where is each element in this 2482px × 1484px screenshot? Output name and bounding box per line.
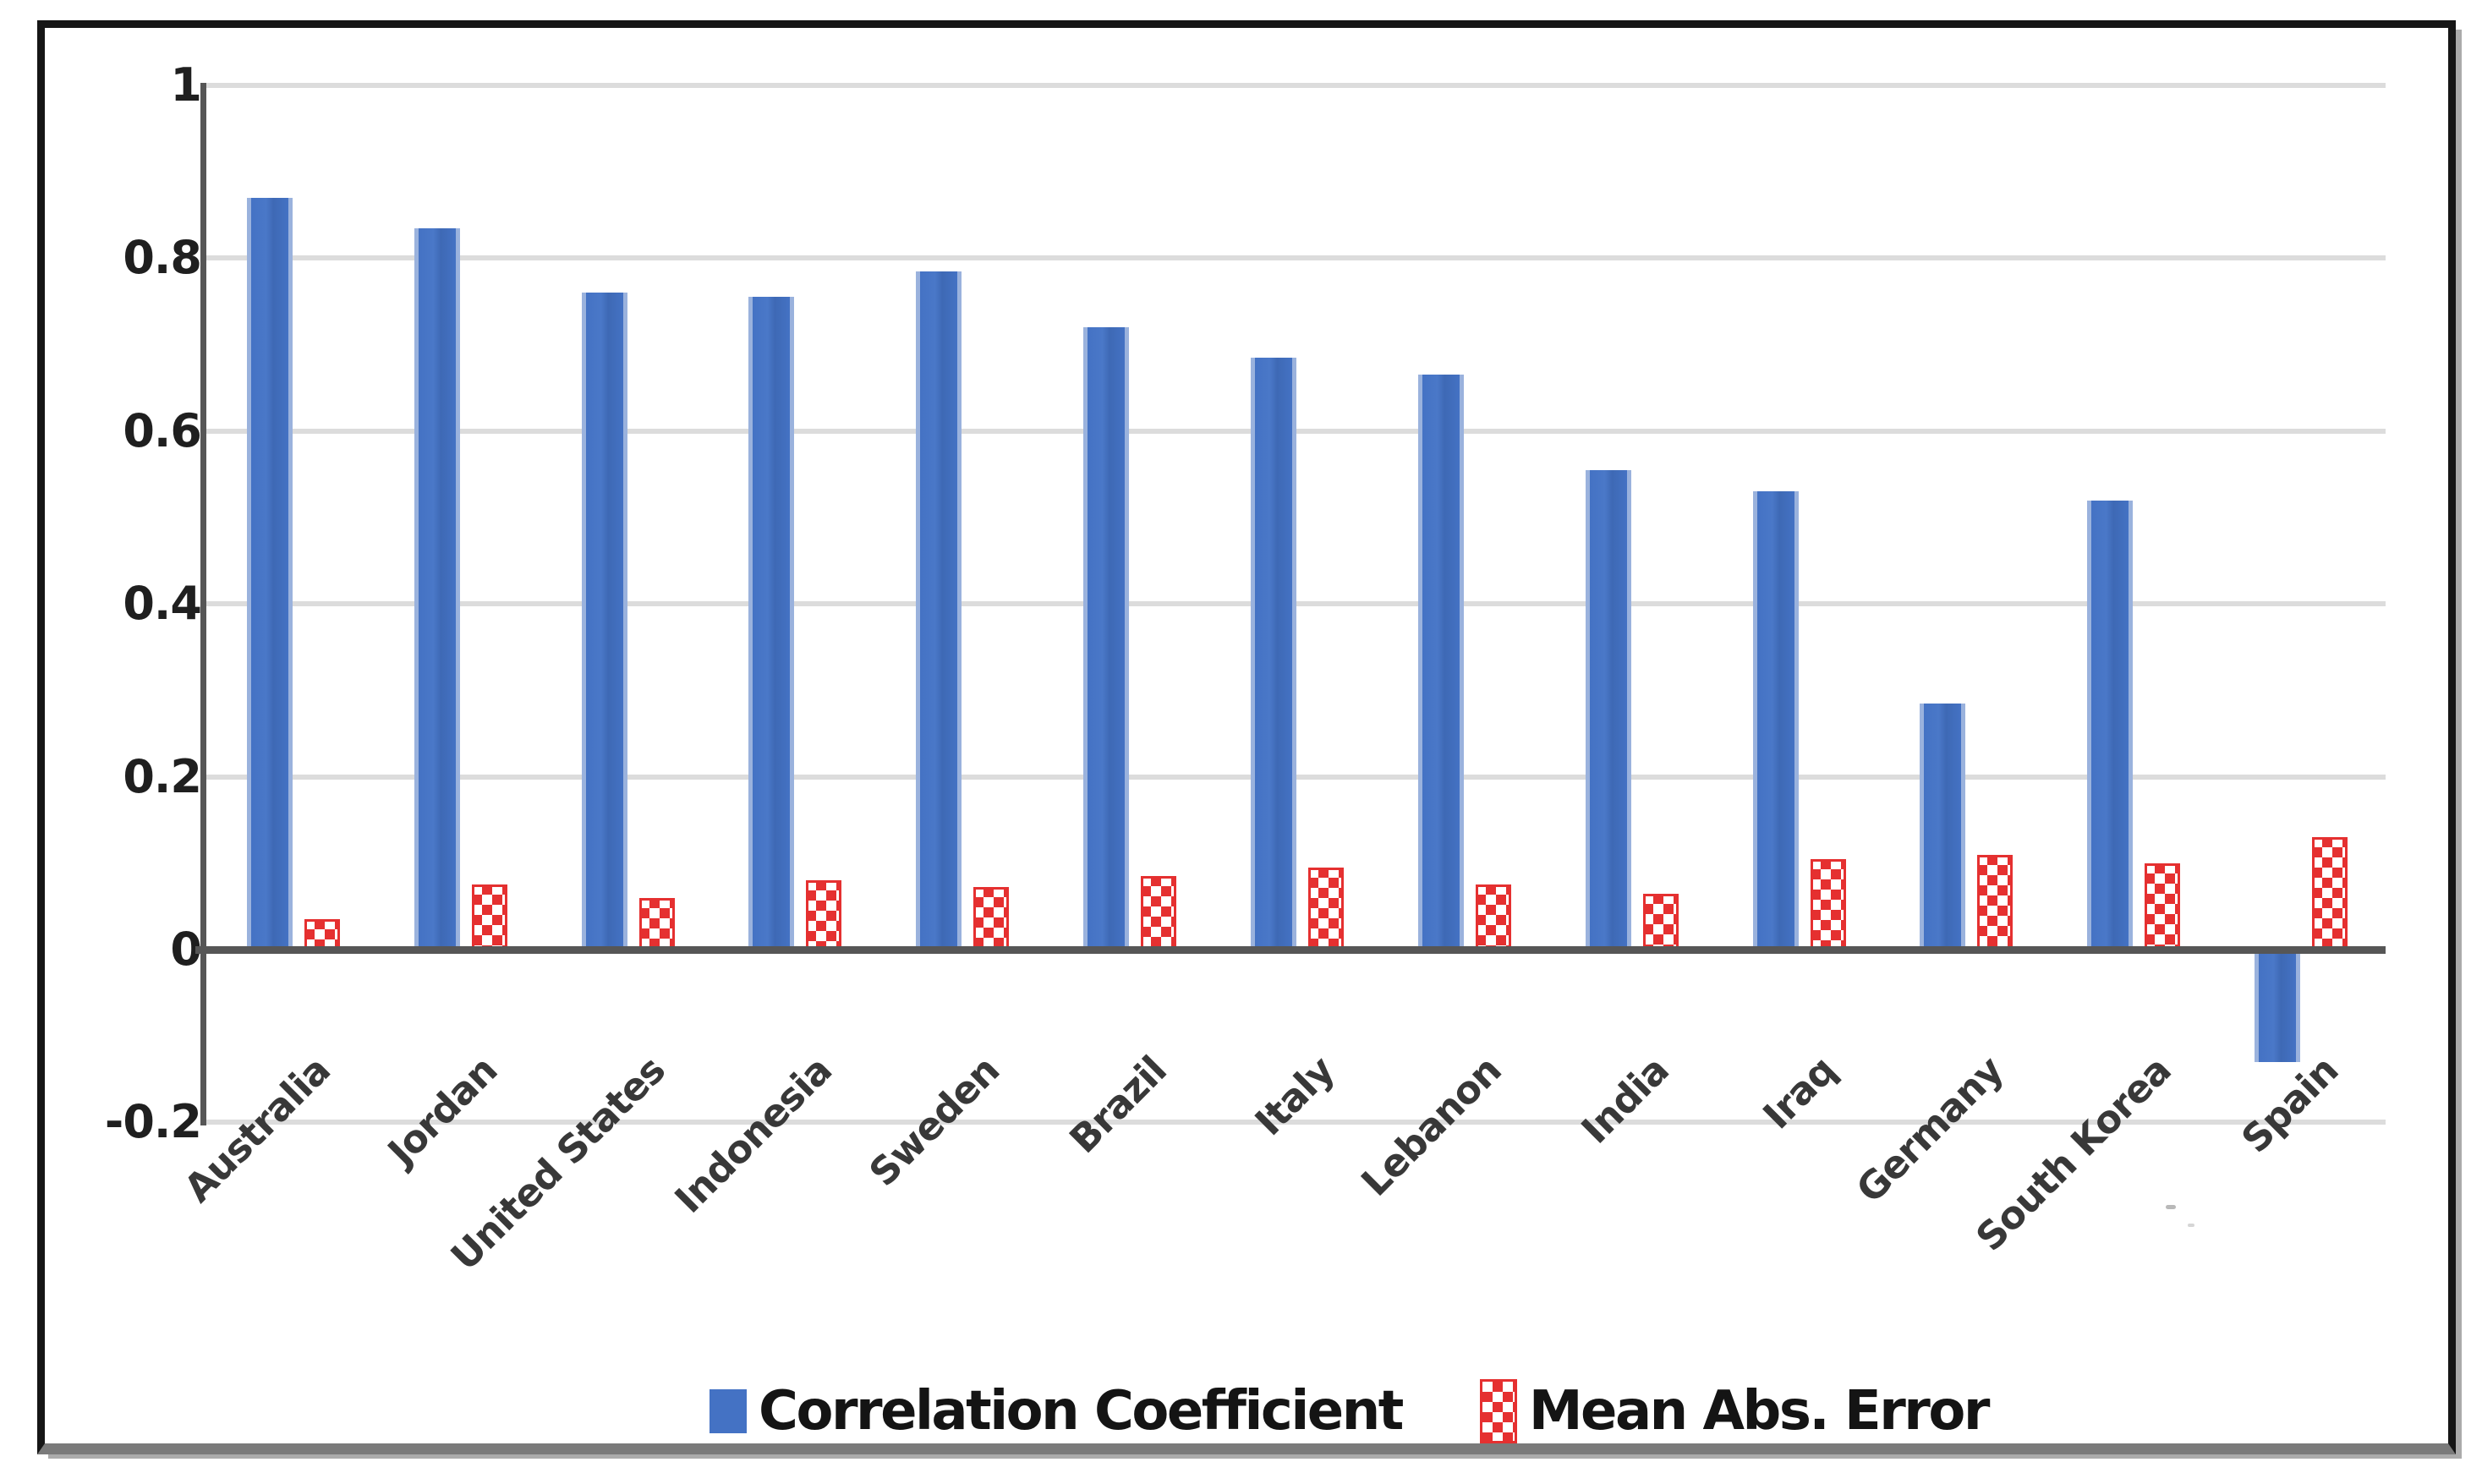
y-tick-label-0: 0 <box>170 923 202 976</box>
bar-correlation-coefficient-lebanon <box>1417 375 1464 950</box>
x-axis-zero-line <box>195 946 2386 954</box>
bar-correlation-coefficient-iraq <box>1752 491 1799 950</box>
category-label-spain: Spain <box>2232 1048 2347 1162</box>
scan-speck <box>2188 1224 2194 1227</box>
gridline-0.8 <box>205 255 2386 261</box>
bar-mean-abs-error-sweden <box>973 887 1010 950</box>
bar-correlation-coefficient-indonesia <box>748 297 795 950</box>
gridline--0.2 <box>205 1120 2386 1125</box>
bar-mean-abs-error-indonesia <box>806 880 842 950</box>
bar-correlation-coefficient-united-states <box>581 293 627 950</box>
bar-correlation-coefficient-spain <box>2255 948 2301 1062</box>
bar-correlation-coefficient-germany <box>1920 703 1966 950</box>
bar-correlation-coefficient-australia <box>246 197 293 950</box>
bar-correlation-coefficient-sweden <box>916 271 962 950</box>
plot-area: 1 0.8 0.6 0.4 0.2 0 -0.2 Australia Jordan United … <box>37 20 2456 1454</box>
bar-mean-abs-error-india <box>1642 893 1679 950</box>
y-tick-label-0.8: 0.8 <box>123 231 202 285</box>
bar-mean-abs-error-brazil <box>1141 876 1177 950</box>
y-tick-label-1: 1 <box>170 58 202 112</box>
bar-correlation-coefficient-brazil <box>1083 327 1130 950</box>
bar-mean-abs-error-italy <box>1308 867 1344 950</box>
category-label-jordan: Jordan <box>379 1048 507 1175</box>
bar-mean-abs-error-lebanon <box>1475 884 1511 950</box>
y-tick-label--0.2: -0.2 <box>104 1095 202 1149</box>
category-label-indonesia: Indonesia <box>666 1048 841 1222</box>
y-tick-label-0.6: 0.6 <box>123 403 202 457</box>
bar-mean-abs-error-united-states <box>638 897 675 950</box>
bar-correlation-coefficient-india <box>1585 469 1631 950</box>
bar-mean-abs-error-jordan <box>471 884 507 950</box>
legend-label-correlation-coefficient: Correlation Coefficient <box>759 1380 1404 1443</box>
y-axis-line <box>200 83 206 1125</box>
category-label-india: India <box>1572 1048 1678 1153</box>
category-label-lebanon: Lebanon <box>1352 1048 1510 1205</box>
bar-correlation-coefficient-jordan <box>414 227 460 950</box>
legend-swatch-mean-abs-error <box>1479 1379 1517 1443</box>
bar-mean-abs-error-south-korea <box>2145 862 2181 950</box>
category-label-germany: Germany <box>1847 1048 2012 1212</box>
gridline-1 <box>205 83 2386 88</box>
category-label-italy: Italy <box>1246 1048 1343 1145</box>
scan-speck <box>2166 1205 2176 1209</box>
y-tick-label-0.2: 0.2 <box>123 749 202 803</box>
legend: Correlation Coefficient Mean Abs. Error <box>710 1371 1991 1452</box>
legend-label-mean-abs-error: Mean Abs. Error <box>1528 1380 1991 1443</box>
legend-swatch-correlation-coefficient <box>710 1389 747 1433</box>
y-tick-label-0.4: 0.4 <box>123 577 202 631</box>
bar-mean-abs-error-spain <box>2312 837 2348 950</box>
category-label-brazil: Brazil <box>1060 1048 1175 1162</box>
bar-mean-abs-error-iraq <box>1810 858 1846 950</box>
figure-border-frame: 1 0.8 0.6 0.4 0.2 0 -0.2 Australia Jordan United … <box>37 20 2456 1454</box>
bar-correlation-coefficient-italy <box>1251 357 1296 950</box>
bar-mean-abs-error-germany <box>1977 854 2014 950</box>
bar-mean-abs-error-australia <box>304 919 340 950</box>
bar-correlation-coefficient-south-korea <box>2087 500 2134 950</box>
